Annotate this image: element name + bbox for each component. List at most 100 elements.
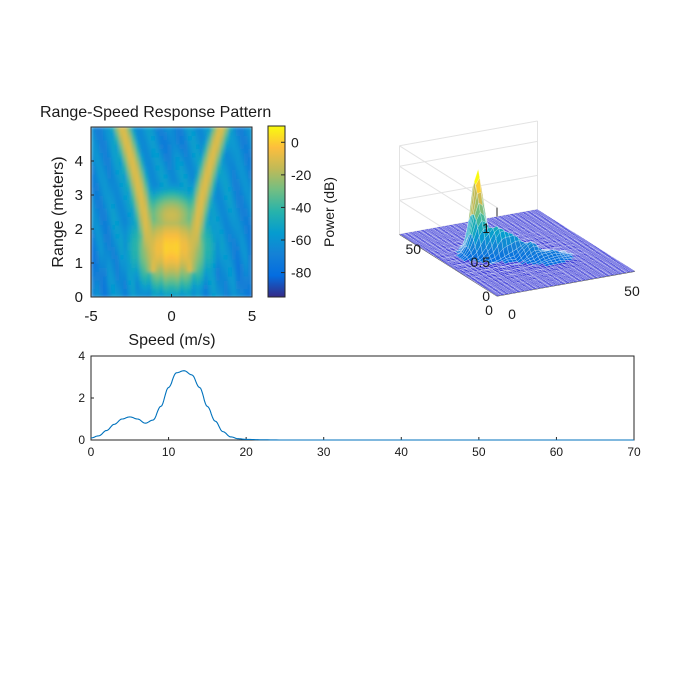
heatmap-cell [183,271,189,277]
heatmap-cell [171,131,177,137]
heatmap-cell [155,156,161,162]
heatmap-cell [155,216,161,222]
heatmap-cell [191,280,197,285]
heatmap-cell [195,284,201,290]
heatmap-cell [167,271,173,277]
heatmap-cell [215,212,221,217]
heatmap-cell [123,216,128,222]
heatmap-cell [135,127,140,132]
heatmap-cell [107,292,112,297]
heatmap-cell [231,156,237,162]
heatmap-cell [203,212,209,217]
heatmap-cell [215,263,221,268]
heatmap-cell [135,233,140,239]
heatmap-cell [163,275,169,281]
heatmap-cell [123,280,128,285]
heatmap-ytick-label: 0 [75,289,83,306]
heatmap-cell [207,182,213,188]
heatmap-cell [155,292,161,297]
heatmap-cell [239,156,245,162]
heatmap-cell [163,182,169,188]
heatmap-cell [219,148,225,154]
heatmap-cell [131,292,136,297]
heatmap-cell [227,258,233,264]
heatmap-cell [187,127,193,132]
heatmap-cell [247,292,252,297]
heatmap-cell [143,186,148,192]
heatmap-cell [99,271,104,277]
heatmap-xtick-label: 5 [248,308,256,325]
heatmap-cell [187,212,193,217]
heatmap-ylabel: Range (meters) [50,156,67,267]
heatmap-cell [135,216,140,222]
heatmap-cell [239,258,245,264]
heatmap-cell [123,148,128,154]
heatmap-cell [111,271,116,277]
heatmap-cell [151,139,157,145]
heatmap-cell [155,207,161,213]
heatmap-cell [211,237,217,243]
heatmap-cell [151,161,157,166]
heatmap-cell [107,284,112,290]
heatmap-cell [175,207,181,213]
heatmap-cell [127,131,132,137]
heatmap-cell [195,195,201,200]
heatmap-cell [139,254,144,260]
heatmap-cell [207,275,213,281]
heatmap-cell [131,139,136,145]
heatmap-cell [215,165,221,171]
heatmap-cell [111,148,116,154]
heatmap-cell [103,216,108,222]
heatmap-cell [99,156,104,162]
heatmap-cell [243,216,249,222]
heatmap-cell [227,207,233,213]
heatmap-cell [139,144,144,149]
heatmap-cell [187,288,193,294]
heatmap-cell [195,161,201,166]
heatmap-cell [159,254,165,260]
heatmap-cell [195,233,201,239]
heatmap-cell [207,186,213,192]
heatmap-cell [227,250,233,256]
heatmap-cell [131,144,136,149]
heatmap-cell [111,263,116,268]
heatmap-cell [135,173,140,179]
heatmap-cell [91,199,96,205]
heatmap-cell [95,292,100,297]
heatmap-cell [135,165,140,171]
heatmap-cell [235,241,241,247]
heatmap-cell [123,152,128,158]
heatmap-cell [131,169,136,175]
surface-grid-line [399,174,538,201]
heatmap-cell [239,135,245,141]
heatmap-cell [123,237,128,243]
heatmap-cell [143,284,148,290]
heatmap-cell [127,169,132,175]
heatmap-cell [135,229,140,234]
heatmap-cell [115,292,120,297]
heatmap-cell [211,203,217,209]
heatmap-cell [131,241,136,247]
heatmap-cell [207,280,213,285]
heatmap-cell [227,292,233,297]
heatmap-cell [211,178,217,183]
heatmap-cell [167,148,173,154]
heatmap-cell [195,178,201,183]
heatmap-cell [111,267,116,273]
heatmap-cell [95,199,100,205]
heatmap-cell [143,131,148,137]
heatmap-cell [91,271,96,277]
heatmap-cell [207,224,213,230]
heatmap-cell [143,135,148,141]
heatmap-cell [235,267,241,273]
heatmap-cell [155,237,161,243]
heatmap-cell [175,165,181,171]
heatmap-cell [123,275,128,281]
heatmap-cell [159,148,165,154]
heatmap-cell [247,280,252,285]
lineplot-ytick-label: 0 [78,433,85,447]
heatmap-cell [107,182,112,188]
heatmap-cell [143,233,148,239]
colorbar [267,125,286,298]
heatmap-cell [203,216,209,222]
